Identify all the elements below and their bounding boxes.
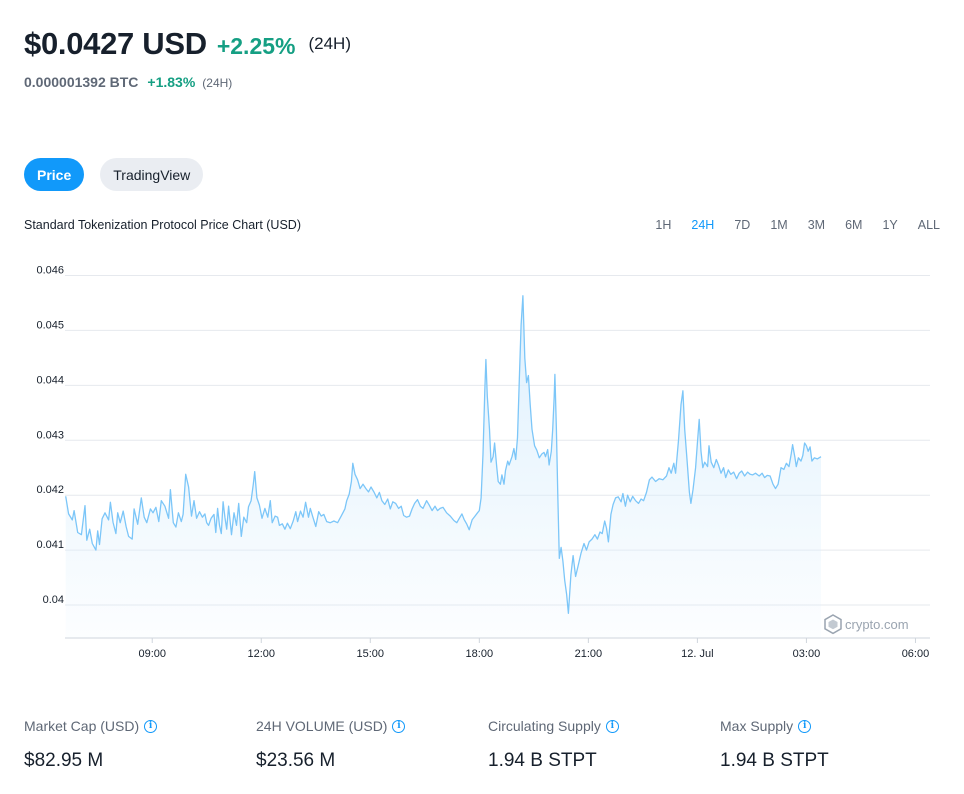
stat-label: Market Cap (USD) (24, 718, 140, 734)
x-tick-label: 21:00 (575, 648, 603, 660)
info-icon[interactable]: i (798, 719, 812, 733)
stat-value: 1.94 B STPT (720, 750, 829, 771)
x-tick-label: 03:00 (793, 648, 821, 660)
stat-max-supply: Max Supply i 1.94 B STPT (720, 718, 952, 772)
usd-price-change: +2.25% (216, 33, 296, 59)
chart-tabs: Price TradingView (24, 158, 204, 191)
x-tick-label: 15:00 (357, 648, 385, 660)
stat-value: $82.95 M (24, 750, 104, 771)
info-icon[interactable]: i (392, 719, 406, 733)
chart-title: Standard Tokenization Protocol Price Cha… (24, 218, 301, 232)
crypto-com-logo-inner-icon (828, 619, 838, 630)
x-tick-label: 12:00 (247, 648, 275, 660)
y-tick-label: 0.045 (36, 319, 64, 331)
btc-price-change: +1.83% (147, 74, 196, 90)
tab-tradingview[interactable]: TradingView (100, 158, 204, 191)
range-1m[interactable]: 1M (770, 218, 788, 232)
btc-price: 0.000001392 BTC (24, 74, 139, 90)
y-axis: 0.04 0.041 0.042 0.043 0.044 0.045 0.046 (36, 264, 64, 606)
stat-label: Circulating Supply (488, 718, 601, 734)
x-tick-label: 12. Jul (681, 648, 713, 660)
x-tick-label: 09:00 (138, 648, 166, 660)
stat-label: 24H VOLUME (USD) (256, 718, 388, 734)
stats-row: Market Cap (USD) i $82.95 M 24H VOLUME (U… (24, 718, 952, 772)
y-tick-label: 0.044 (36, 374, 64, 386)
stat-market-cap: Market Cap (USD) i $82.95 M (24, 718, 256, 772)
y-tick-label: 0.04 (43, 594, 64, 606)
btc-price-period: (24H) (202, 76, 233, 90)
usd-price: $0.0427 USD (24, 26, 207, 61)
x-axis: 09:00 12:00 15:00 18:00 21:00 12. Jul 03:00 06:… (65, 637, 930, 660)
stat-volume: 24H VOLUME (USD) i $23.56 M (256, 718, 488, 772)
y-tick-label: 0.041 (36, 539, 64, 551)
stat-value: 1.94 B STPT (488, 750, 597, 771)
range-24h[interactable]: 24H (691, 218, 715, 232)
crypto-com-watermark: crypto.com (824, 614, 909, 635)
range-6m[interactable]: 6M (845, 218, 863, 232)
price-chart[interactable]: 0.04 0.041 0.042 0.043 0.044 0.045 0.046 09:00… (0, 250, 964, 670)
stat-value: $23.56 M (256, 750, 336, 771)
stat-label: Max Supply (720, 718, 794, 734)
btc-price-row: 0.000001392 BTC +1.83% (24H) (24, 74, 232, 90)
x-tick-label: 06:00 (902, 648, 930, 660)
price-series-line (65, 295, 822, 614)
stat-circulating-supply: Circulating Supply i 1.94 B STPT (488, 718, 720, 772)
range-1h[interactable]: 1H (655, 218, 672, 232)
y-tick-label: 0.042 (36, 484, 64, 496)
price-area (65, 295, 821, 638)
range-1y[interactable]: 1Y (882, 218, 898, 232)
y-tick-label: 0.043 (36, 429, 64, 441)
range-7d[interactable]: 7D (734, 218, 751, 232)
x-tick-label: 18:00 (466, 648, 494, 660)
range-selector: 1H 24H 7D 1M 3M 6M 1Y ALL (655, 218, 940, 232)
info-icon[interactable]: i (605, 719, 619, 733)
tab-price[interactable]: Price (24, 158, 85, 191)
price-header: $0.0427 USD +2.25% (24H) (24, 26, 351, 62)
range-3m[interactable]: 3M (807, 218, 826, 232)
y-tick-label: 0.046 (36, 264, 64, 276)
info-icon[interactable]: i (144, 719, 158, 733)
range-all[interactable]: ALL (917, 218, 940, 232)
usd-price-period: (24H) (308, 34, 351, 53)
crypto-com-logo-icon (824, 614, 842, 635)
watermark-text: crypto.com (845, 617, 909, 632)
